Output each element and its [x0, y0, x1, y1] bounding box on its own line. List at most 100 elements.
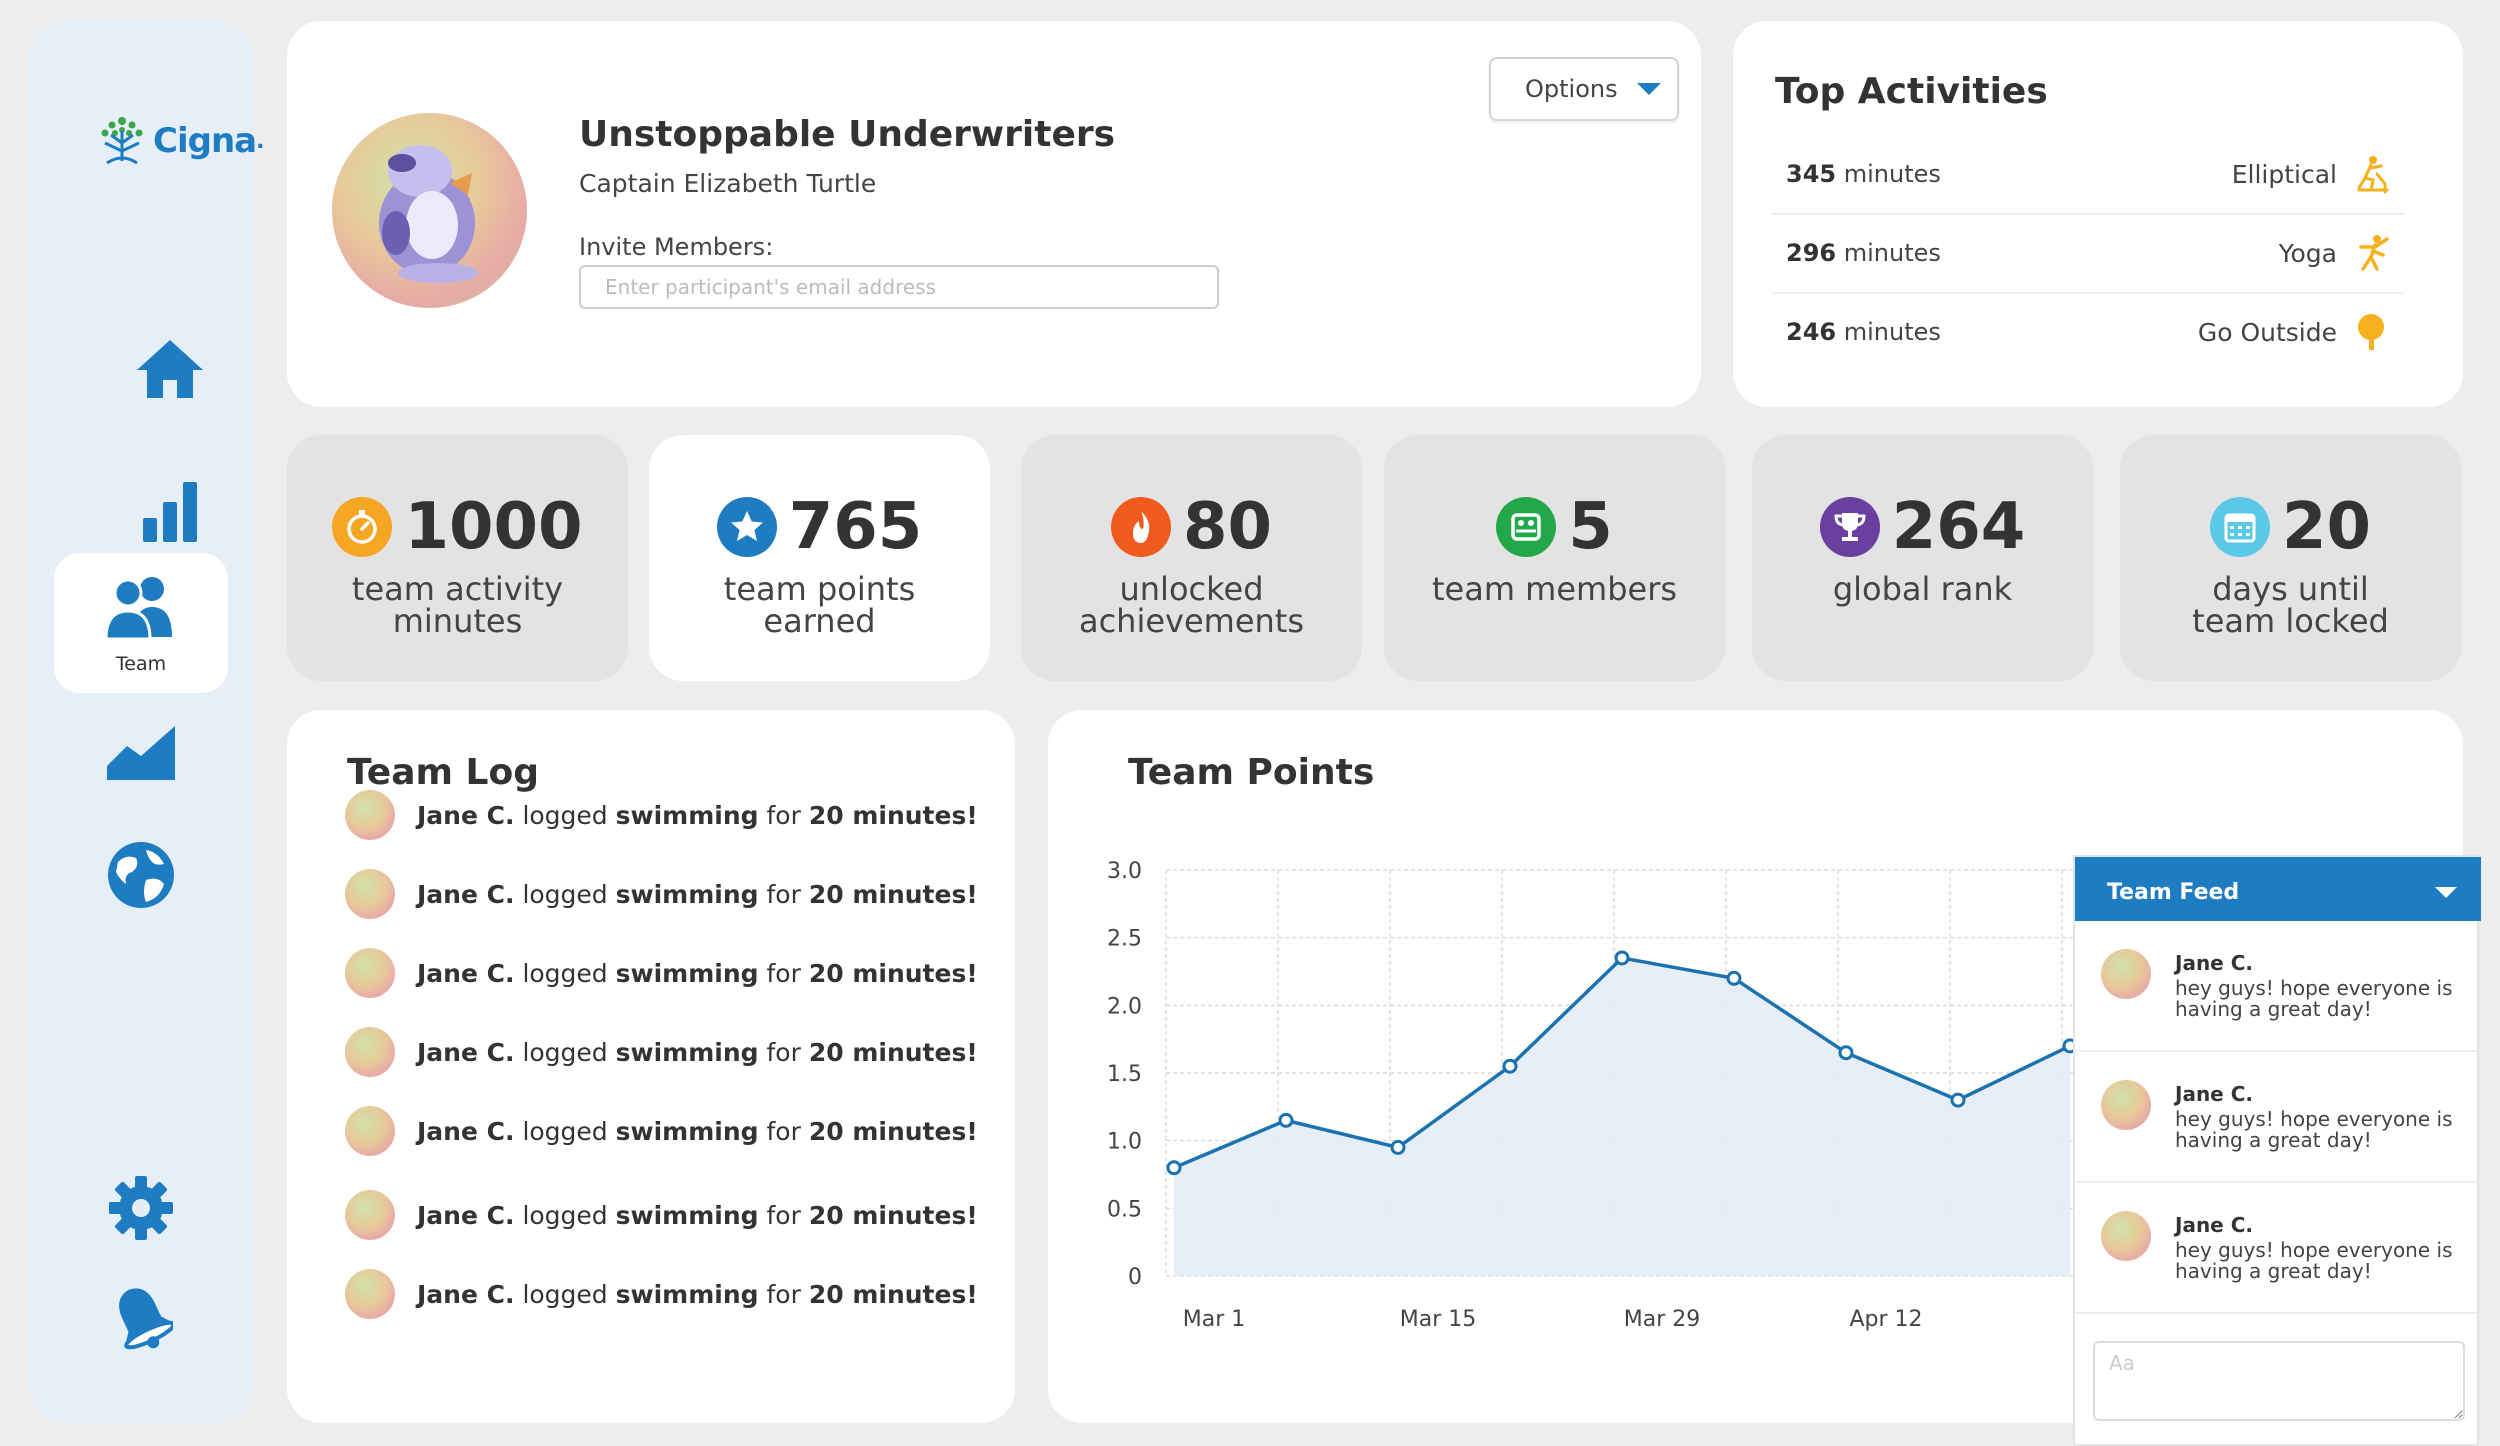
sidebar-item-team[interactable]: Team: [54, 553, 228, 693]
chart-title: Team Points: [1128, 752, 1375, 793]
log-text: Jane C. logged swimming for 20 minutes!: [417, 879, 978, 909]
stat-value: 765: [788, 490, 923, 564]
log-text: Jane C. logged swimming for 20 minutes!: [417, 958, 978, 988]
avatar: [345, 1106, 395, 1156]
options-dropdown[interactable]: Options: [1489, 57, 1679, 121]
stat-label: team activity minutes: [351, 570, 564, 640]
chevron-down-icon: [1637, 83, 1661, 95]
data-point: [1838, 1045, 1854, 1061]
stat-card-achievements: 80 unlocked achievements: [1021, 435, 1362, 681]
home-icon: [137, 340, 203, 398]
team-avatar: [332, 113, 527, 308]
elliptical-icon: [2357, 156, 2389, 194]
brand-name: Cigna: [153, 121, 257, 161]
feed-author: Jane C.: [2175, 1213, 2253, 1237]
avatar: [2101, 949, 2151, 999]
yoga-icon: [2359, 235, 2389, 271]
activity-row[interactable]: 246 minutes Go Outside: [1773, 294, 2403, 373]
log-entry: Jane C. logged swimming for 20 minutes!: [345, 869, 978, 919]
log-entry: Jane C. logged swimming for 20 minutes!: [345, 1190, 978, 1240]
stat-value: 1000: [404, 490, 583, 564]
team-captain: Captain Elizabeth Turtle: [579, 169, 877, 198]
bar-chart-icon: [143, 482, 197, 542]
star-icon: [716, 497, 777, 557]
feed-author: Jane C.: [2175, 1082, 2253, 1106]
data-point: [1502, 1058, 1518, 1074]
y-tick-label: 0.5: [1107, 1197, 1142, 1222]
log-text: Jane C. logged swimming for 20 minutes!: [417, 1279, 978, 1309]
avatar: [345, 869, 395, 919]
y-tick-label: 2.0: [1107, 994, 1142, 1019]
activity-name: Yoga: [2278, 239, 2337, 268]
sidebar-item-settings[interactable]: [100, 1168, 182, 1248]
data-point: [1166, 1160, 1182, 1176]
sidebar-item-global[interactable]: [100, 835, 182, 915]
log-text: Jane C. logged swimming for 20 minutes!: [417, 1037, 978, 1067]
sidebar-item-progress[interactable]: [100, 712, 182, 792]
y-tick-label: 2.5: [1107, 927, 1142, 952]
activity-row[interactable]: 296 minutes Yoga: [1773, 215, 2403, 294]
feed-message: Jane C. hey guys! hope everyone is having…: [2075, 1183, 2477, 1314]
y-tick-label: 0: [1128, 1265, 1142, 1290]
stat-label: global rank: [1832, 570, 2013, 608]
top-activities-card: Top Activities 345 minutes Elliptical 29…: [1733, 21, 2463, 407]
feed-text: hey guys! hope everyone is having a grea…: [2175, 976, 2453, 1021]
invite-email-input[interactable]: [579, 265, 1219, 309]
stat-card-points-earned: 765 team points earned: [649, 435, 990, 681]
sidebar-item-home[interactable]: [129, 328, 211, 408]
avatar: [345, 1190, 395, 1240]
y-tick-label: 3.0: [1107, 859, 1142, 884]
log-text: Jane C. logged swimming for 20 minutes!: [417, 1200, 978, 1230]
data-point: [1390, 1139, 1406, 1155]
x-tick-label: Mar 15: [1400, 1307, 1477, 1332]
data-point: [1278, 1112, 1294, 1128]
turtle-mascot-icon: [379, 145, 478, 283]
feed-text: hey guys! hope everyone is having a grea…: [2175, 1238, 2453, 1283]
activity-minutes: 246 minutes: [1786, 318, 1941, 346]
activity-name: Go Outside: [2197, 318, 2337, 347]
stat-value: 5: [1568, 490, 1613, 564]
data-point: [1726, 970, 1742, 986]
log-entry: Jane C. logged swimming for 20 minutes!: [345, 790, 978, 840]
y-tick-label: 1.5: [1107, 1062, 1142, 1087]
tree-of-life-icon: [101, 117, 143, 165]
stat-label: unlocked achievements: [1078, 570, 1305, 640]
top-activities-title: Top Activities: [1775, 71, 2048, 112]
team-icon: [104, 577, 172, 639]
invite-label: Invite Members:: [579, 233, 774, 261]
team-feed-header[interactable]: Team Feed: [2075, 857, 2481, 921]
activity-row[interactable]: 345 minutes Elliptical: [1773, 136, 2403, 215]
activity-minutes: 296 minutes: [1786, 239, 1941, 267]
avatar: [2101, 1080, 2151, 1130]
team-feed-panel: Team Feed Jane C. hey guys! hope everyone…: [2073, 855, 2481, 1446]
data-point: [1614, 950, 1630, 966]
bell-icon: [119, 1288, 173, 1350]
stat-label: team members: [1431, 570, 1678, 608]
stat-card-team-members: 5 team members: [1384, 435, 1725, 681]
stat-card-activity-minutes: 1000 team activity minutes: [287, 435, 628, 681]
globe-icon: [108, 842, 174, 908]
team-profile-card: Unstoppable Underwriters Captain Elizabe…: [287, 21, 1701, 407]
avatar: [2101, 1211, 2151, 1261]
sidebar-item-label: Team: [115, 653, 167, 675]
log-text: Jane C. logged swimming for 20 minutes!: [417, 1116, 978, 1146]
chevron-down-icon[interactable]: [2435, 887, 2457, 898]
log-entry: Jane C. logged swimming for 20 minutes!: [345, 948, 978, 998]
stat-card-days-until-locked: 20 days until team locked: [2120, 435, 2461, 681]
feed-message-input[interactable]: [2093, 1341, 2465, 1421]
brand-mark: .: [256, 128, 264, 154]
avatar: [345, 1027, 395, 1077]
tree-icon: [2358, 314, 2384, 350]
sidebar-item-notifications[interactable]: [100, 1276, 182, 1356]
log-entry: Jane C. logged swimming for 20 minutes!: [345, 1027, 978, 1077]
team-log-title: Team Log: [347, 752, 539, 793]
cigna-logo: Cigna.: [97, 113, 265, 169]
activity-minutes: 345 minutes: [1786, 160, 1941, 188]
feed-author: Jane C.: [2175, 951, 2253, 975]
x-tick-label: Apr 12: [1849, 1307, 1922, 1332]
stopwatch-icon: [332, 497, 393, 557]
sidebar-item-stats[interactable]: [129, 471, 211, 551]
stat-value: 20: [2281, 490, 2372, 564]
data-point: [1950, 1092, 1966, 1108]
avatar: [345, 790, 395, 840]
